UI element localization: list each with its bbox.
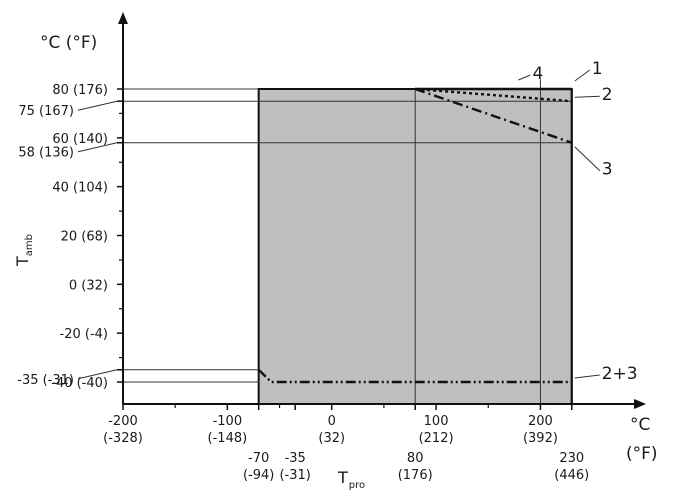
- series-line-3: [414, 87, 573, 144]
- callout-labels: 4 1 2 3 2+3: [518, 59, 638, 384]
- callout-leader: [518, 74, 531, 81]
- y-tick-label: 20 (68): [61, 230, 108, 245]
- callout-leader: [574, 374, 600, 379]
- callout-label: 2+3: [602, 364, 638, 384]
- x-unit-label-f: (°F): [626, 444, 658, 464]
- x-tick-label-f: (446): [554, 468, 589, 483]
- x-axis-title-main: T: [337, 468, 348, 487]
- y-tick-label: 40 (104): [52, 181, 108, 196]
- y-axis-title-main: T: [13, 256, 32, 267]
- x-axis-arrow-icon: [634, 399, 646, 409]
- axes: [118, 12, 646, 409]
- x-tick-label-c: 100: [424, 414, 449, 429]
- x-axis-title-sub: pro: [349, 480, 365, 491]
- y-tick-label: 58 (136): [18, 146, 74, 161]
- x-tick-label-c: -200: [108, 414, 138, 429]
- x-tick-label-c: 200: [528, 414, 553, 429]
- x-tick-label-f: (32): [318, 431, 345, 446]
- y-tick-leader: [77, 369, 118, 380]
- callout-leader: [574, 146, 601, 172]
- x-tick-labels: -200 (-328) -100 (-148) 0 (32) 100 (212) 200 (392…: [103, 404, 589, 483]
- x-tick-label-c: 80: [407, 451, 424, 466]
- y-tick-label: -40 (-40): [51, 376, 108, 391]
- x-tick-label-f: (-31): [279, 468, 310, 483]
- x-tick-label-c: 230: [559, 451, 584, 466]
- callout-label: 3: [602, 160, 613, 180]
- y-axis-arrow-icon: [118, 12, 128, 24]
- series-line-2: [415, 87, 572, 103]
- y-tick-label: 80 (176): [52, 83, 108, 98]
- x-tick-label-f: (-328): [103, 431, 143, 446]
- y-tick-label: 75 (167): [18, 104, 74, 119]
- series-line-2+3: [257, 368, 572, 384]
- reference-lines: [123, 79, 573, 404]
- y-axis-title-sub: amb: [24, 234, 35, 256]
- y-tick-leader: [77, 100, 118, 111]
- x-tick-label-c: -35: [285, 451, 306, 466]
- y-tick-label: 0 (32): [69, 278, 108, 293]
- callout-label: 4: [532, 64, 543, 84]
- x-tick-label-f: (-94): [243, 468, 274, 483]
- x-tick-label-c: 0: [328, 414, 336, 429]
- y-tick-label: -35 (-31): [17, 373, 74, 388]
- y-tick-labels: 80 (176) 75 (167) 60 (140)58 (136) 40 (104)…: [17, 83, 123, 391]
- x-tick-label-c: -70: [248, 451, 269, 466]
- y-tick-label: 60 (140): [52, 132, 108, 147]
- x-tick-label-c: -100: [213, 414, 243, 429]
- callout-leader: [574, 95, 600, 98]
- callout-label: 1: [592, 59, 603, 79]
- callout-label: 2: [602, 85, 613, 105]
- x-unit-label-c: °C: [630, 415, 650, 435]
- x-tick-label-f: (212): [419, 431, 454, 446]
- y-tick-label: -20 (-4): [60, 327, 108, 342]
- y-tick-leader: [77, 142, 118, 153]
- series-curves: [257, 87, 573, 384]
- callout-leader: [574, 69, 591, 82]
- y-unit-label: °C (°F): [40, 33, 97, 53]
- x-tick-label-f: (176): [398, 468, 433, 483]
- x-tick-label-f: (-148): [208, 431, 248, 446]
- y-axis-title: Tamb: [13, 234, 35, 267]
- x-tick-label-f: (392): [523, 431, 558, 446]
- x-axis-title: Tpro: [337, 468, 365, 491]
